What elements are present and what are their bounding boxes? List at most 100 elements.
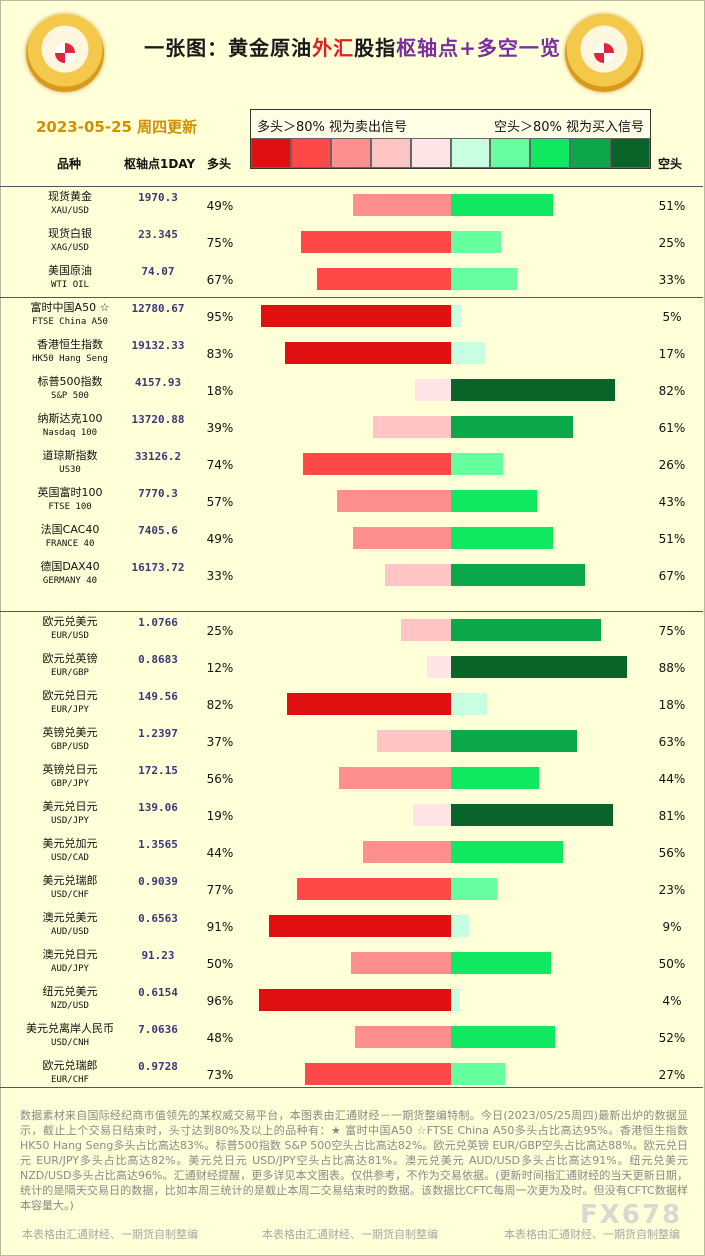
- pivot-value: 139.06: [138, 801, 178, 814]
- long-percent: 12%: [206, 661, 234, 675]
- instrument-name: 香港恒生指数 HK50 Hang Seng: [10, 337, 130, 367]
- logo-left: [26, 14, 104, 92]
- instrument-code: HK50 Hang Seng: [32, 354, 108, 364]
- long-bar: [427, 656, 451, 678]
- watermark: FX678: [580, 1200, 683, 1230]
- table-row: 纳斯达克100 Nasdaq 100 13720.88 39% 61%: [0, 409, 703, 446]
- table-row: 英镑兑日元 GBP/JPY 172.15 56% 44%: [0, 760, 703, 797]
- short-percent: 17%: [658, 347, 686, 361]
- long-bar: [351, 952, 451, 974]
- short-percent: 4%: [662, 994, 682, 1008]
- short-percent: 44%: [658, 772, 686, 786]
- long-percent: 57%: [206, 495, 234, 509]
- short-percent: 50%: [658, 957, 686, 971]
- short-percent: 56%: [658, 846, 686, 860]
- long-percent: 77%: [206, 883, 234, 897]
- instrument-name-cn: 德国DAX40: [40, 560, 100, 573]
- long-percent: 18%: [206, 384, 234, 398]
- logo-right: [565, 14, 643, 92]
- short-bar: [451, 619, 601, 641]
- pivot-value: 0.6154: [138, 986, 178, 999]
- title-part-b: 外汇: [312, 36, 355, 60]
- instrument-name-cn: 法国CAC40: [40, 523, 100, 536]
- instrument-code: S&P 500: [51, 391, 89, 401]
- short-bar: [451, 527, 553, 549]
- instrument-name-cn: 欧元兑美元: [42, 615, 98, 628]
- column-header-long: 多头: [207, 157, 232, 171]
- legend-swatch: [450, 138, 491, 168]
- long-percent: 49%: [206, 532, 234, 546]
- pivot-value: 23.345: [138, 228, 178, 241]
- column-header-short: 空头: [658, 157, 683, 171]
- instrument-code: AUD/USD: [51, 927, 89, 937]
- legend-short-text: 空头＞80% 视为买入信号: [493, 120, 644, 135]
- table-row: 纽元兑美元 NZD/USD 0.6154 96% 4%: [0, 982, 703, 1019]
- long-percent: 49%: [206, 199, 234, 213]
- instrument-code: Nasdaq 100: [42, 428, 98, 438]
- pivot-value: 1.0766: [138, 616, 178, 629]
- table-row: 美元兑瑞郎 USD/CHF 0.9039 77% 23%: [0, 871, 703, 908]
- short-percent: 61%: [658, 421, 686, 435]
- pivot-value: 149.56: [138, 690, 178, 703]
- long-bar: [287, 693, 451, 715]
- pivot-value: 7770.3: [138, 487, 178, 500]
- short-bar: [451, 1026, 555, 1048]
- long-percent: 33%: [206, 569, 234, 583]
- instrument-name: 现货白银 XAG/USD: [10, 226, 130, 256]
- instrument-name-cn: 美元兑日元: [42, 800, 98, 813]
- long-percent: 91%: [206, 920, 234, 934]
- long-bar: [353, 527, 451, 549]
- credit-text: 本表格由汇通财经、一期货自制整编: [504, 1228, 680, 1241]
- short-bar: [451, 767, 539, 789]
- short-bar: [451, 989, 459, 1011]
- long-bar: [285, 342, 451, 364]
- short-percent: 67%: [658, 569, 686, 583]
- instrument-code: FTSE China A50: [32, 317, 108, 327]
- pivot-value: 172.15: [138, 764, 178, 777]
- credit-text: 本表格由汇通财经、一期货自制整编: [262, 1228, 438, 1241]
- table-row: 香港恒生指数 HK50 Hang Seng 19132.33 83% 17%: [0, 335, 703, 372]
- title-part-d: 枢轴点: [396, 36, 460, 60]
- short-bar: [451, 305, 461, 327]
- group-separator: [0, 1087, 703, 1088]
- table-row: 欧元兑英镑 EUR/GBP 0.8683 12% 88%: [0, 649, 703, 686]
- instrument-name-cn: 香港恒生指数: [37, 338, 103, 351]
- instrument-name: 欧元兑英镑 EUR/GBP: [10, 651, 130, 681]
- short-percent: 18%: [658, 698, 686, 712]
- table-row: 欧元兑瑞郎 EUR/CHF 0.9728 73% 27%: [0, 1056, 703, 1093]
- short-bar: [451, 490, 537, 512]
- short-bar: [451, 342, 485, 364]
- short-bar: [451, 915, 469, 937]
- instrument-code: US30: [59, 465, 81, 475]
- instrument-name-cn: 现货黄金: [48, 190, 92, 203]
- short-bar: [451, 1063, 505, 1085]
- table-row: 英镑兑美元 GBP/USD 1.2397 37% 63%: [0, 723, 703, 760]
- instrument-code: FTSE 100: [48, 502, 92, 512]
- table-row: 欧元兑日元 EUR/JPY 149.56 82% 18%: [0, 686, 703, 723]
- instrument-name: 德国DAX40 GERMANY 40: [10, 559, 130, 589]
- instrument-name-cn: 纳斯达克100: [37, 412, 103, 425]
- instrument-name: 欧元兑日元 EUR/JPY: [10, 688, 130, 718]
- long-percent: 48%: [206, 1031, 234, 1045]
- pivot-value: 12780.67: [131, 302, 185, 315]
- short-bar: [451, 656, 627, 678]
- instrument-name: 欧元兑瑞郎 EUR/CHF: [10, 1058, 130, 1088]
- instrument-name-cn: 美元兑加元: [42, 837, 98, 850]
- short-bar: [451, 564, 585, 586]
- instrument-name: 澳元兑美元 AUD/USD: [10, 910, 130, 940]
- table-row: 富时中国A50 ☆ FTSE China A50 12780.67 95% 5%: [0, 298, 703, 335]
- legend-swatch: [570, 138, 611, 168]
- short-percent: 25%: [658, 236, 686, 250]
- short-percent: 63%: [658, 735, 686, 749]
- short-percent: 26%: [658, 458, 686, 472]
- long-bar: [353, 194, 451, 216]
- footer-note: 数据素材来自国际经纪商市值领先的某权威交易平台，本图表由汇通财经－一期货整编特制…: [20, 1109, 688, 1212]
- short-bar: [451, 379, 615, 401]
- short-percent: 27%: [658, 1068, 686, 1082]
- instrument-name-cn: 现货白银: [48, 227, 92, 240]
- short-bar: [451, 693, 487, 715]
- instrument-name-cn: 英镑兑美元: [42, 726, 98, 739]
- logo-emblem-icon: [55, 43, 75, 63]
- table-row: 英国富时100 FTSE 100 7770.3 57% 43%: [0, 483, 703, 520]
- table-row: 法国CAC40 FRANCE 40 7405.6 49% 51%: [0, 520, 703, 557]
